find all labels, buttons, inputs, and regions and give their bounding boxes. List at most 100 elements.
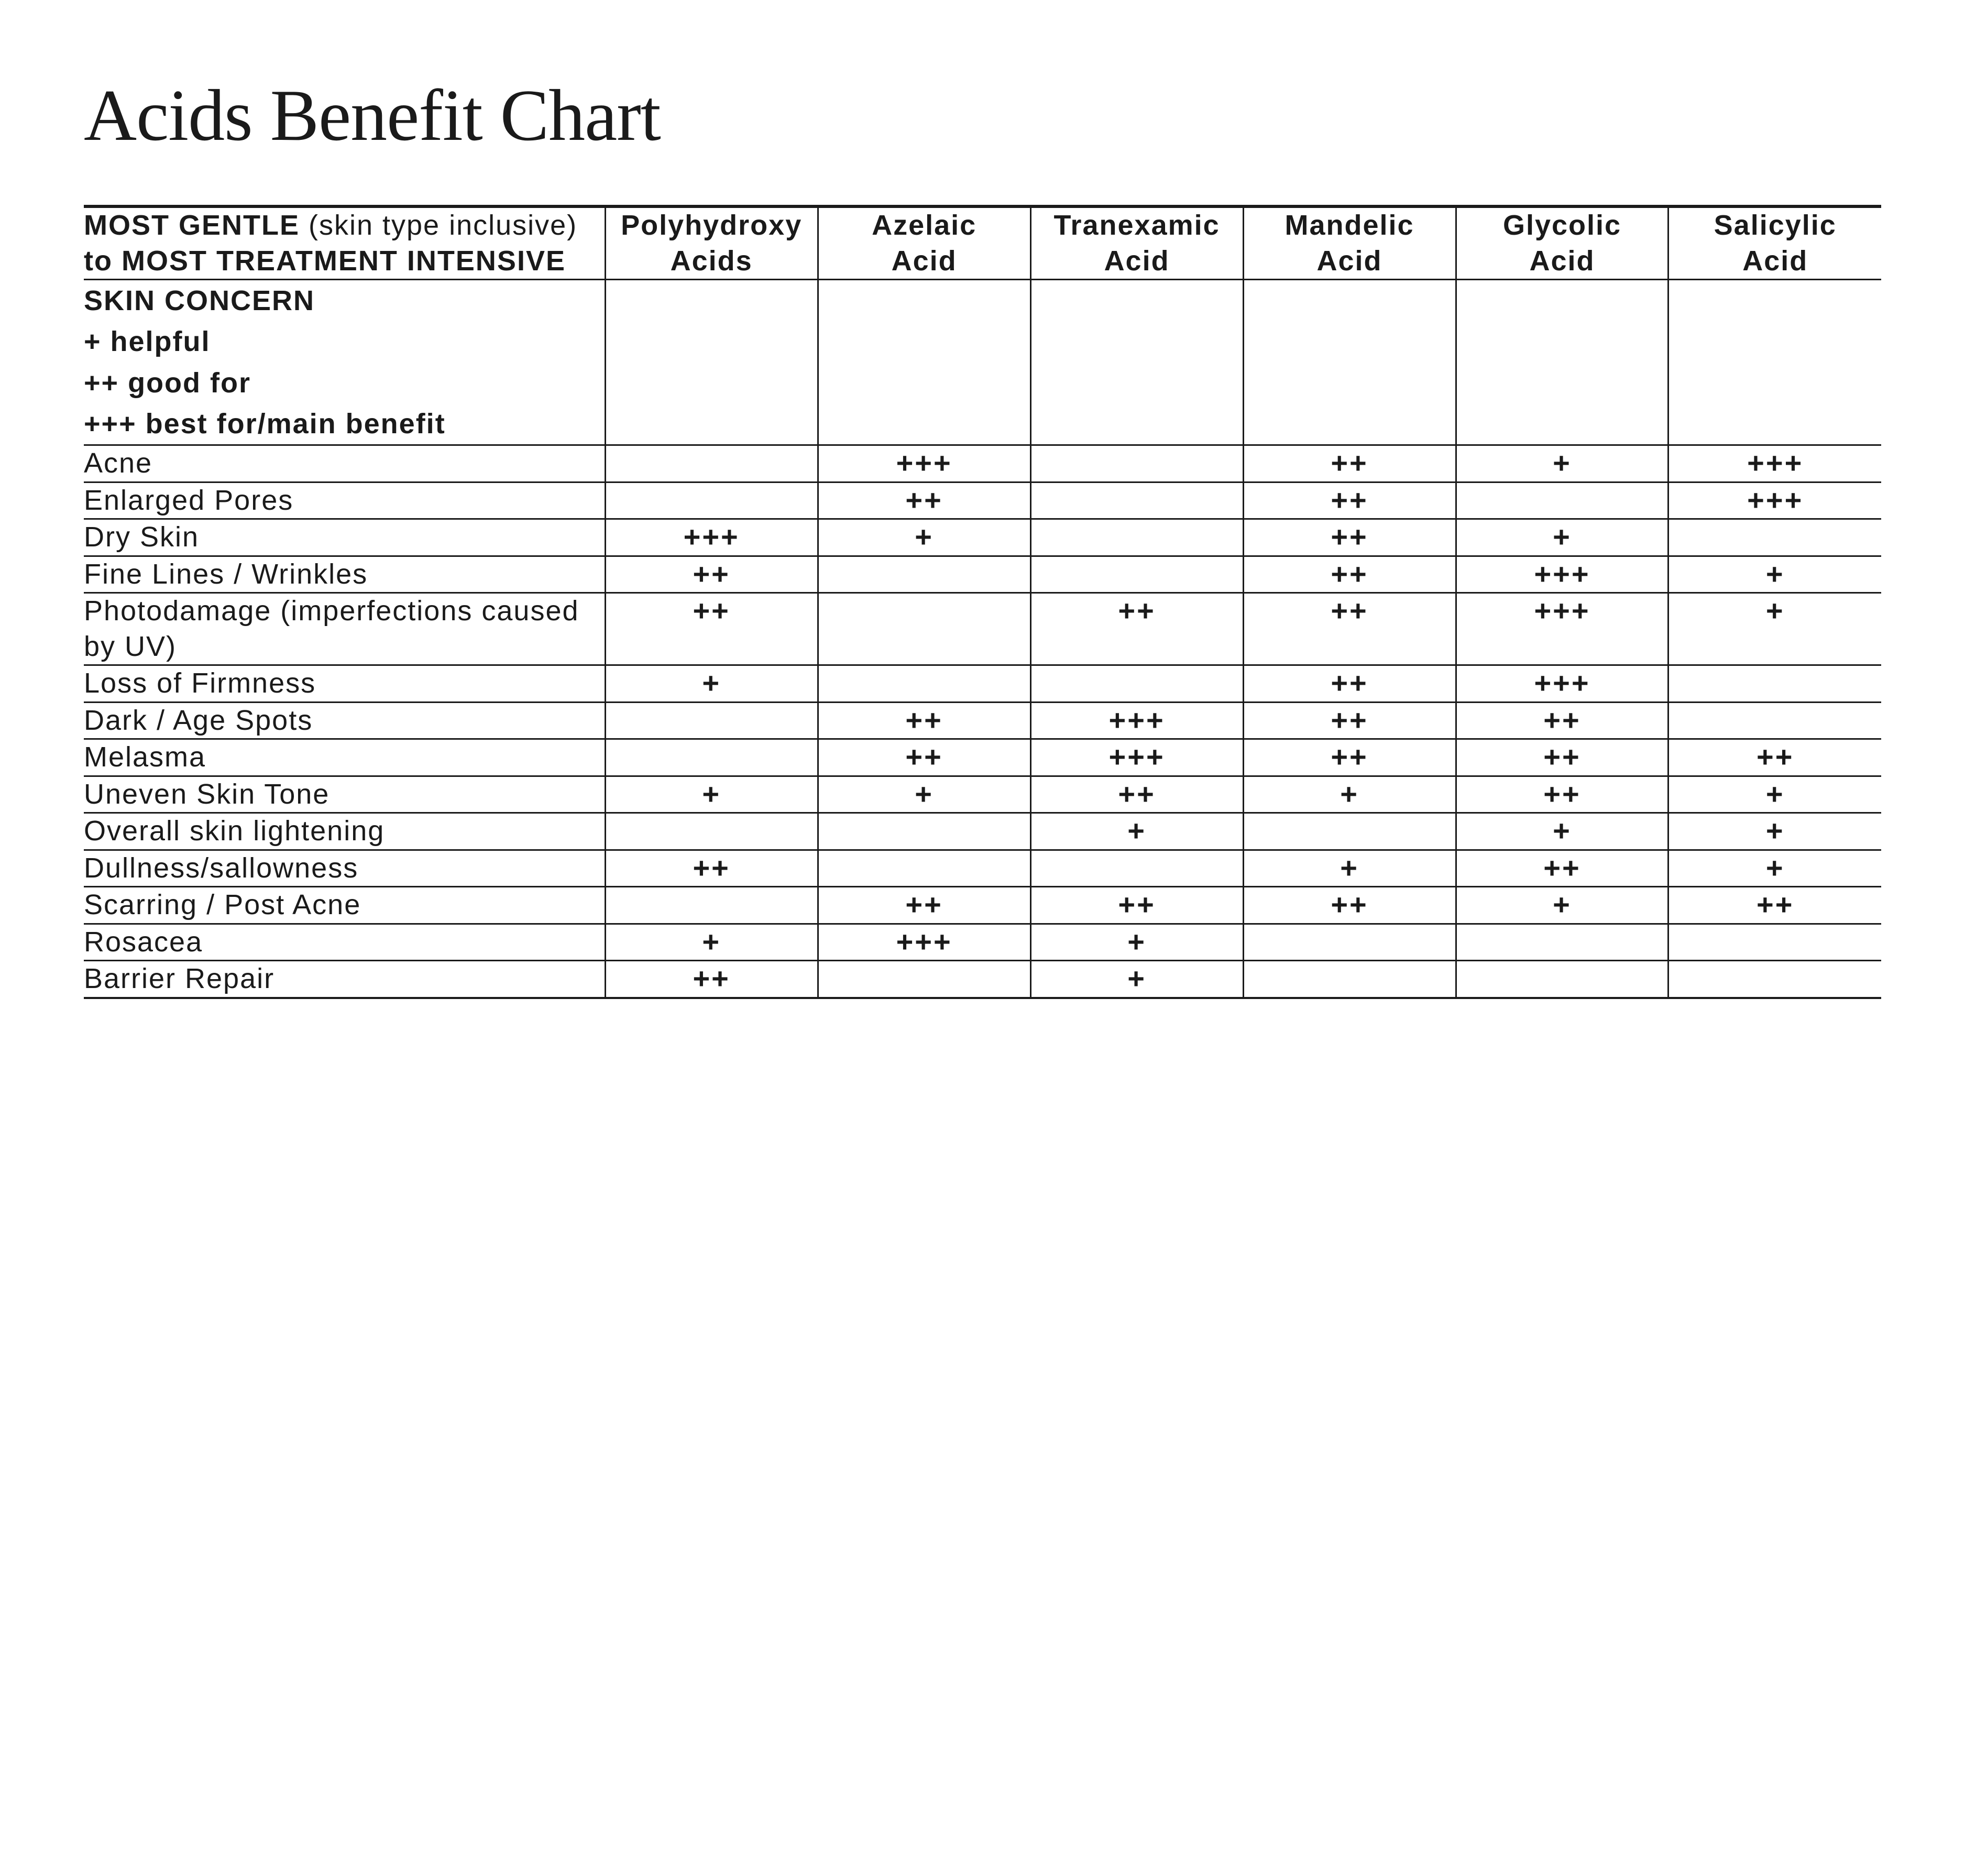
rating-cell: ++ — [1456, 776, 1668, 813]
header-row: MOST GENTLE (skin type inclusive) to MOS… — [84, 206, 1881, 280]
rating-cell: ++ — [818, 702, 1030, 739]
rating-cell: +++ — [1456, 665, 1668, 703]
row-label: Melasma — [84, 739, 605, 776]
row-label: Overall skin lightening — [84, 813, 605, 850]
table-row: Rosacea + +++ + — [84, 924, 1881, 961]
rating-cell — [1243, 961, 1456, 998]
rating-cell: + — [1668, 593, 1881, 665]
rating-cell: ++ — [1030, 887, 1243, 924]
row-label: Loss of Firmness — [84, 665, 605, 703]
rating-cell — [1030, 665, 1243, 703]
rating-cell — [1668, 961, 1881, 998]
header-bold-1: MOST GENTLE — [84, 210, 300, 241]
rating-cell: ++ — [1243, 519, 1456, 556]
rating-cell: ++ — [818, 739, 1030, 776]
rating-cell — [818, 850, 1030, 887]
rating-cell — [1668, 702, 1881, 739]
rating-cell: + — [605, 924, 818, 961]
row-label: Dullness/sallowness — [84, 850, 605, 887]
row-label: Fine Lines / Wrinkles — [84, 556, 605, 593]
legend-empty-cell — [1668, 280, 1881, 445]
acids-benefit-table: MOST GENTLE (skin type inclusive) to MOS… — [84, 205, 1881, 999]
rating-cell: + — [818, 776, 1030, 813]
rating-cell: ++ — [1030, 776, 1243, 813]
rating-cell — [1030, 850, 1243, 887]
rating-cell — [605, 887, 818, 924]
table-row: Melasma ++ +++ ++ ++ ++ — [84, 739, 1881, 776]
rating-cell: ++ — [605, 850, 818, 887]
rating-cell — [605, 702, 818, 739]
row-label: Enlarged Pores — [84, 482, 605, 519]
rating-cell: ++ — [1456, 702, 1668, 739]
legend-heading: SKIN CONCERN — [84, 285, 315, 316]
rating-cell — [818, 556, 1030, 593]
rating-cell: + — [1668, 776, 1881, 813]
rating-cell: ++ — [1243, 482, 1456, 519]
table-row: Acne +++ ++ + +++ — [84, 445, 1881, 482]
rating-cell — [605, 445, 818, 482]
header-label-cell: MOST GENTLE (skin type inclusive) to MOS… — [84, 206, 605, 280]
rating-cell: ++ — [1243, 887, 1456, 924]
rating-cell: ++ — [1243, 702, 1456, 739]
rating-cell — [1243, 924, 1456, 961]
acid-header-salicylic: Salicylic Acid — [1668, 206, 1881, 280]
legend-row: SKIN CONCERN + helpful ++ good for +++ b… — [84, 280, 1881, 445]
rating-cell — [1030, 556, 1243, 593]
acid-header-polyhydroxy: Polyhydroxy Acids — [605, 206, 818, 280]
acid-header-line1: Salicylic — [1714, 210, 1837, 241]
rating-cell — [1456, 482, 1668, 519]
rating-cell: + — [605, 665, 818, 703]
rating-cell: ++ — [1668, 887, 1881, 924]
rating-cell — [1030, 445, 1243, 482]
legend-line-3: +++ best for/main benefit — [84, 408, 446, 440]
rating-cell: +++ — [1668, 445, 1881, 482]
rating-cell: +++ — [1456, 593, 1668, 665]
acid-header-mandelic: Mandelic Acid — [1243, 206, 1456, 280]
rating-cell — [818, 813, 1030, 850]
rating-cell: +++ — [818, 924, 1030, 961]
acid-header-line2: Acid — [892, 245, 957, 277]
rating-cell: + — [1668, 813, 1881, 850]
rating-cell: ++ — [605, 556, 818, 593]
legend-empty-cell — [818, 280, 1030, 445]
rating-cell: ++ — [818, 482, 1030, 519]
rating-cell: ++ — [818, 887, 1030, 924]
rating-cell — [818, 665, 1030, 703]
rating-cell: ++ — [605, 961, 818, 998]
acid-header-line1: Glycolic — [1503, 210, 1621, 241]
legend-line-2: ++ good for — [84, 367, 251, 399]
legend-empty-cell — [1456, 280, 1668, 445]
rating-cell: + — [1456, 519, 1668, 556]
acid-header-line1: Tranexamic — [1053, 210, 1220, 241]
acid-header-azelaic: Azelaic Acid — [818, 206, 1030, 280]
acid-header-line2: Acids — [671, 245, 753, 277]
rating-cell: ++ — [1456, 850, 1668, 887]
rating-cell — [1030, 482, 1243, 519]
acid-header-line2: Acid — [1317, 245, 1382, 277]
table-row: Enlarged Pores ++ ++ +++ — [84, 482, 1881, 519]
rating-cell: ++ — [605, 593, 818, 665]
acid-header-line1: Mandelic — [1285, 210, 1414, 241]
rating-cell: + — [1030, 924, 1243, 961]
acid-header-line2: Acid — [1529, 245, 1595, 277]
table-row: Barrier Repair ++ + — [84, 961, 1881, 998]
legend-cell: SKIN CONCERN + helpful ++ good for +++ b… — [84, 280, 605, 445]
table-row: Photodamage (imperfections caused by UV)… — [84, 593, 1881, 665]
legend-empty-cell — [605, 280, 818, 445]
rating-cell: + — [1456, 813, 1668, 850]
header-bold-2: to MOST TREATMENT INTENSIVE — [84, 245, 566, 277]
rating-cell: + — [1668, 850, 1881, 887]
table-row: Dry Skin +++ + ++ + — [84, 519, 1881, 556]
acid-header-tranexamic: Tranexamic Acid — [1030, 206, 1243, 280]
table-row: Dark / Age Spots ++ +++ ++ ++ — [84, 702, 1881, 739]
rating-cell: +++ — [1456, 556, 1668, 593]
legend-empty-cell — [1030, 280, 1243, 445]
row-label: Dry Skin — [84, 519, 605, 556]
table-row: Dullness/sallowness ++ + ++ + — [84, 850, 1881, 887]
rating-cell: + — [818, 519, 1030, 556]
table-row: Scarring / Post Acne ++ ++ ++ + ++ — [84, 887, 1881, 924]
rating-cell: +++ — [1030, 739, 1243, 776]
rating-cell — [1456, 924, 1668, 961]
rating-cell — [1456, 961, 1668, 998]
rating-cell — [605, 482, 818, 519]
